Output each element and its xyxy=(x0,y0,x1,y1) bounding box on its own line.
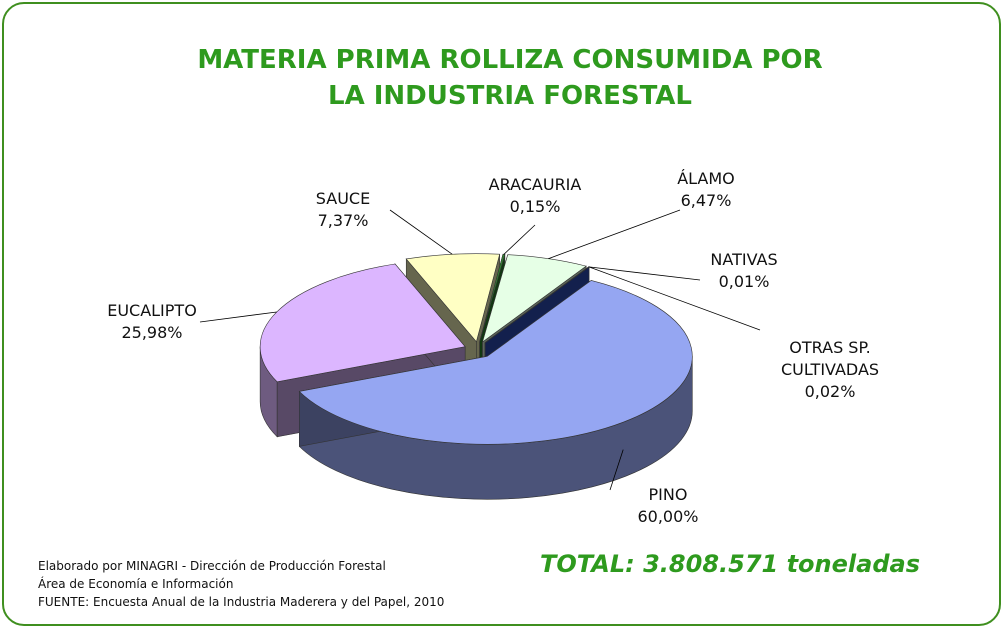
notes: Elaborado por MINAGRI - Dirección de Pro… xyxy=(38,557,444,611)
leader-line xyxy=(199,311,277,323)
value-label: 0,02% xyxy=(804,382,856,401)
category-label: NATIVAS xyxy=(710,250,778,269)
value-label: 0,01% xyxy=(718,272,770,291)
slice-label: ÁLAMO 6,47% xyxy=(626,168,786,212)
category-label: PINO xyxy=(648,485,688,504)
value-label: 0,15% xyxy=(509,197,561,216)
category-label: SAUCE xyxy=(315,189,371,208)
category-label: ÁLAMO xyxy=(677,169,735,188)
leader-line xyxy=(548,209,681,260)
leader-line xyxy=(588,266,701,281)
slice xyxy=(259,263,466,383)
total: TOTAL: 3.808.571 toneladas xyxy=(540,550,920,578)
chart-title: MATERIA PRIMA ROLLIZA CONSUMIDA POR LA I… xyxy=(197,45,823,111)
category-label: EUCALIPTO xyxy=(107,301,197,320)
category-label: ARACAURIA xyxy=(488,175,582,194)
slice-label: OTRAS SP. CULTIVADAS 0,02% xyxy=(765,337,895,403)
note: FUENTE: Encuesta Anual de la Industria M… xyxy=(38,595,445,609)
slice-label: ARACAURIA 0,15% xyxy=(455,174,615,218)
slice-label: PINO 60,00% xyxy=(588,484,748,528)
leader-line xyxy=(389,209,453,255)
slice xyxy=(481,254,587,343)
value-label: 25,98% xyxy=(121,323,183,342)
note: Elaborado por MINAGRI - Dirección de Pro… xyxy=(38,559,386,573)
value-label: 60,00% xyxy=(637,507,699,526)
slice-label: SAUCE 7,37% xyxy=(263,188,423,232)
slice-label: NATIVAS 0,01% xyxy=(664,249,824,293)
note: Área de Economía e Información xyxy=(38,577,234,591)
slice-label: EUCALIPTO 25,98% xyxy=(72,300,232,344)
slice xyxy=(298,280,693,445)
value-label: 7,37% xyxy=(317,211,369,230)
leader-line xyxy=(609,449,624,491)
value-label: 6,47% xyxy=(680,191,732,210)
category-label: OTRAS SP. CULTIVADAS xyxy=(780,338,880,379)
leader-line xyxy=(503,224,536,255)
leader-line xyxy=(588,266,761,331)
